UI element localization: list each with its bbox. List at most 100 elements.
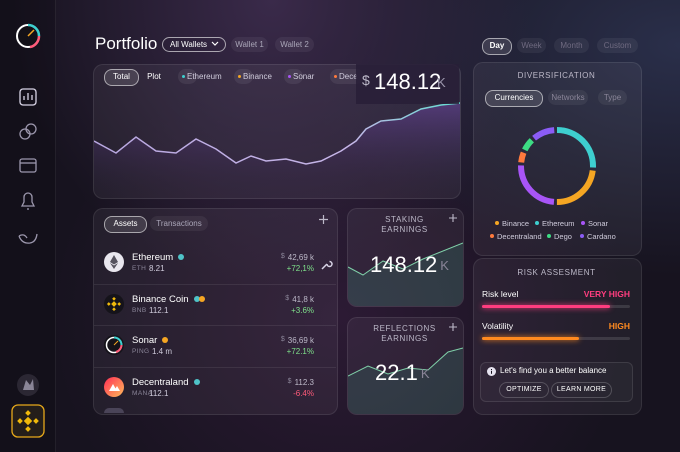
- asset-change: +72.1%: [286, 347, 314, 356]
- reflections-unit: K: [420, 366, 430, 381]
- asset-amount: 112.1: [149, 388, 169, 398]
- asset-symbol: ETH: [132, 265, 147, 272]
- assets-tab[interactable]: Assets: [104, 216, 147, 233]
- asset-value: 42,69 k: [287, 253, 314, 262]
- dot: [334, 75, 337, 78]
- staking-chart: [348, 242, 463, 306]
- legend-label: Binance: [243, 72, 272, 81]
- overview-chart: [94, 102, 460, 198]
- add-icon: [449, 323, 457, 331]
- asset-currency: $: [280, 336, 285, 343]
- overview-tab[interactable]: Plot: [147, 72, 161, 81]
- asset-currency: $: [287, 377, 292, 385]
- reflections-card: [347, 317, 464, 415]
- add-icon: [319, 215, 328, 224]
- asset-name: Ethereum: [132, 252, 174, 263]
- action-button[interactable]: OPTIMIZE: [499, 382, 549, 398]
- wallet-tab[interactable]: Wallet 2: [275, 37, 314, 52]
- add-icon: [449, 214, 457, 222]
- asset-amount: 112.1: [149, 305, 169, 315]
- row-divider: [94, 325, 336, 326]
- overview-tab[interactable]: Total: [104, 69, 139, 86]
- period-tab[interactable]: Month: [554, 38, 589, 53]
- assets-card: [93, 208, 338, 415]
- dot: [162, 337, 169, 343]
- legend-label: Dego: [554, 232, 572, 241]
- risk-bar: [482, 337, 579, 340]
- asset-symbol: BNB: [132, 306, 147, 314]
- diversification-title: DIVERSIFICATION: [517, 71, 596, 80]
- period-tab[interactable]: Custom: [597, 38, 638, 53]
- page-title: Portfolio: [95, 34, 158, 53]
- legend-label: Ethereum: [187, 72, 222, 81]
- diversification-tab[interactable]: Type: [598, 90, 627, 105]
- coin-icon: [104, 335, 124, 355]
- legend-label: Decentraland: [339, 72, 357, 81]
- diversification-card: [473, 62, 642, 256]
- overview-amount: 148.12: [374, 69, 442, 94]
- chevron: [211, 41, 219, 46]
- staking-card: [347, 208, 464, 307]
- wallet-tab[interactable]: Wallet 1: [231, 37, 268, 52]
- dot: [490, 234, 494, 238]
- suggestion-text: Let's find you a better balance: [500, 366, 607, 375]
- period-tab[interactable]: Week: [517, 38, 546, 53]
- dot: [580, 234, 584, 238]
- asset-change: +3.6%: [291, 305, 314, 315]
- asset-change: -6.4%: [293, 388, 314, 398]
- asset-name: Sonar: [132, 335, 158, 346]
- asset-amount: 8.21: [149, 264, 165, 273]
- dot: [198, 295, 205, 302]
- risk-bar: [482, 305, 610, 308]
- asset-symbol: MANA: [132, 389, 153, 397]
- info-icon: [487, 367, 496, 376]
- legend-label: Cardano: [587, 232, 616, 241]
- dot: [238, 75, 241, 78]
- assets-tab[interactable]: Transactions: [150, 216, 208, 231]
- asset-amount: 1.4 m: [152, 347, 173, 356]
- suggestion-box: [480, 362, 633, 402]
- asset-currency: $: [285, 294, 290, 302]
- legend-item: [284, 69, 303, 84]
- risk-label: Risk level: [482, 289, 519, 299]
- dot: [193, 378, 200, 385]
- dot: [193, 295, 200, 302]
- reflections-amount: 22.1: [375, 360, 418, 385]
- asset-name: Binance Coin: [132, 293, 189, 305]
- row-divider: [94, 283, 336, 285]
- asset-change: +72,1%: [286, 264, 314, 273]
- wallet-select[interactable]: All Wallets: [162, 37, 226, 52]
- sidebar-icons: [11, 23, 45, 438]
- settings-icon: [321, 260, 333, 270]
- legend-label: Sonar: [588, 219, 609, 228]
- dot: [547, 234, 551, 238]
- risk-label: Volatility: [482, 321, 514, 331]
- coin-icon: [104, 293, 124, 314]
- legend-item: [178, 69, 197, 84]
- coin-icon: [104, 376, 124, 397]
- row-peek: [104, 408, 124, 413]
- overview-currency: $: [362, 72, 370, 88]
- diversification-tab[interactable]: Networks: [548, 90, 588, 105]
- action-button[interactable]: LEARN MORE: [551, 382, 612, 398]
- legend-item: [330, 69, 364, 84]
- staking-title: STAKING EARNINGS: [381, 215, 428, 234]
- staking-unit: K: [440, 258, 449, 273]
- row-divider: [94, 366, 336, 368]
- coin-icon: [104, 252, 124, 272]
- asset-name: Decentraland: [132, 376, 189, 388]
- period-tab[interactable]: Day: [482, 38, 512, 55]
- asset-value: 36,69 k: [287, 336, 314, 345]
- overview-unit: K: [437, 75, 446, 90]
- asset-symbol: PING: [132, 348, 150, 355]
- legend-label: Decentraland: [497, 232, 542, 241]
- risk-value: HIGH: [608, 321, 630, 331]
- asset-value: 112.3: [294, 377, 314, 387]
- diversification-tab[interactable]: Currencies: [485, 90, 543, 107]
- reflections-chart: [348, 347, 463, 414]
- legend-label: Ethereum: [542, 219, 575, 228]
- asset-currency: $: [280, 253, 285, 260]
- reflections-title: REFLECTIONS EARNINGS: [373, 324, 436, 343]
- legend-label: Sonar: [293, 72, 315, 81]
- risk-value: VERY HIGH: [583, 289, 630, 299]
